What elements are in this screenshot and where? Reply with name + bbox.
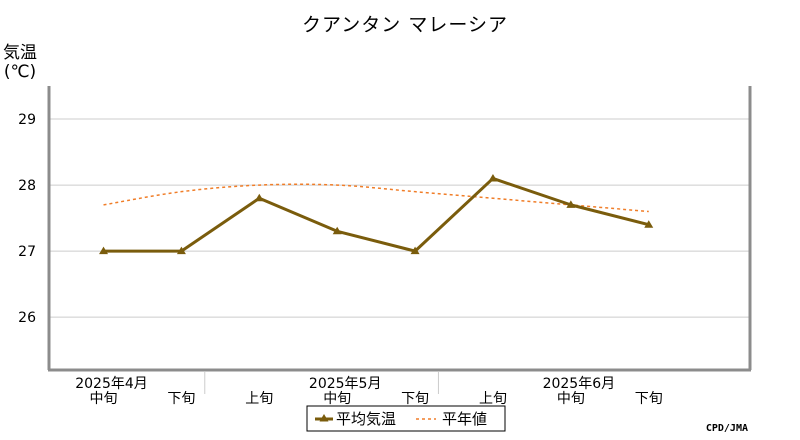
series-line-average xyxy=(103,176,650,253)
legend: 平均気温 平年値 xyxy=(306,405,506,432)
data-point-average xyxy=(99,246,109,255)
data-point-average xyxy=(254,193,264,202)
grid-lines xyxy=(49,118,750,318)
x-tick-label: 下旬 xyxy=(401,391,429,407)
series xyxy=(99,173,654,255)
x-tick-label: 下旬 xyxy=(635,391,663,407)
y-tick-labels: 26 27 28 29 xyxy=(18,112,36,326)
x-tick-label: 中旬 xyxy=(557,391,585,407)
plot-frame xyxy=(47,86,752,394)
y-tick-label: 29 xyxy=(18,112,36,128)
legend-marker-average xyxy=(319,414,329,422)
y-tick-label: 27 xyxy=(18,244,36,260)
legend-label-average: 平均気温 xyxy=(336,410,396,428)
legend-item-average: 平均気温 xyxy=(315,410,396,428)
data-point-average xyxy=(332,226,342,235)
x-tick-label: 下旬 xyxy=(167,391,195,407)
data-point-average xyxy=(410,246,420,255)
chart-title: クアンタン マレーシア xyxy=(302,14,508,36)
x-tick-label: 中旬 xyxy=(323,391,351,407)
x-tick-label: 上旬 xyxy=(479,391,507,407)
credit-label: CPD/JMA xyxy=(706,423,748,434)
legend-item-normal: 平年値 xyxy=(416,410,487,428)
y-axis-unit: (℃) xyxy=(4,62,36,82)
y-tick-label: 26 xyxy=(18,310,36,326)
data-point-average xyxy=(176,246,186,255)
legend-label-normal: 平年値 xyxy=(442,410,487,428)
x-month-label: 2025年6月 xyxy=(543,376,616,392)
data-point-average xyxy=(488,173,498,182)
x-month-label: 2025年5月 xyxy=(309,376,382,392)
x-tick-label: 中旬 xyxy=(90,391,118,407)
series-line-normal xyxy=(103,183,649,213)
x-tick-labels: 中旬 下旬 上旬 中旬 下旬 上旬 中旬 下旬 2025年4月 2025年5月 2025年6月 xyxy=(75,376,662,407)
legend-box xyxy=(306,405,506,432)
x-tick-label: 上旬 xyxy=(245,391,273,407)
data-point-average xyxy=(566,200,576,208)
y-axis-label: 気温 xyxy=(3,43,37,63)
y-tick-label: 28 xyxy=(18,178,36,194)
data-point-average xyxy=(644,220,654,228)
x-month-label: 2025年4月 xyxy=(75,376,148,392)
